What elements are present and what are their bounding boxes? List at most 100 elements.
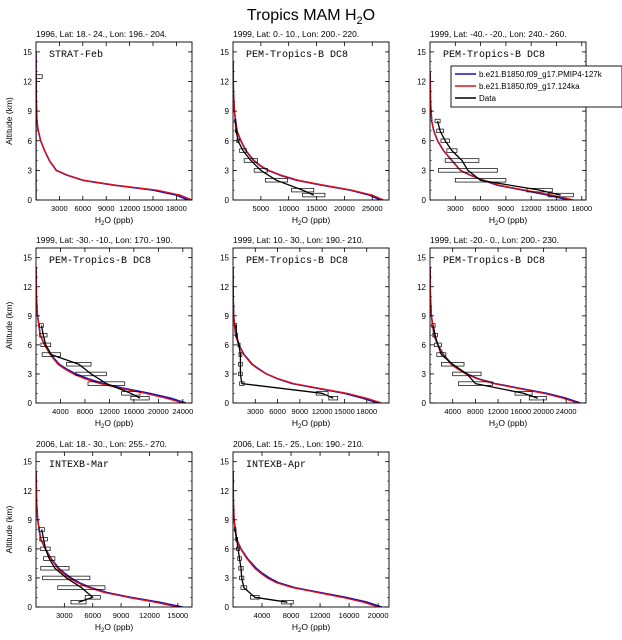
- data-error-box: [436, 352, 447, 357]
- legend-label: Data: [479, 94, 496, 103]
- x-tick-label: 25000: [362, 204, 383, 213]
- x-tick-label: 12000: [488, 407, 509, 416]
- data-error-box: [528, 396, 547, 401]
- series-line-3: [41, 529, 94, 603]
- x-tick-label: 16000: [339, 611, 360, 620]
- data-error-box: [328, 396, 339, 401]
- y-tick-label: 15: [417, 254, 426, 263]
- data-error-box: [121, 391, 141, 396]
- x-tick-label: 3000: [447, 204, 464, 213]
- series-line-2: [233, 267, 382, 403]
- legend: b.e21.B1850.f09_g17.PMIP4-127k b.e21.B185…: [450, 65, 622, 108]
- x-tick-label: 12000: [119, 204, 140, 213]
- y-axis-label: Altitude (km): [4, 505, 14, 553]
- series-line-1: [36, 267, 187, 403]
- data-error-box: [291, 187, 315, 193]
- data-error-box: [446, 148, 458, 153]
- x-tick-label: 6000: [74, 204, 91, 213]
- series-line-1: [430, 267, 581, 403]
- series-line-2: [36, 51, 192, 200]
- y-axis-label: Altitude (km): [4, 97, 14, 145]
- y-tick-label: 3: [28, 166, 33, 175]
- series-line-2: [36, 267, 183, 403]
- y-tick-label: 12: [23, 78, 32, 87]
- y-tick-label: 9: [28, 312, 33, 321]
- y-tick-label: 9: [28, 107, 33, 116]
- x-tick-label: 8000: [283, 611, 300, 620]
- panel-3: 1999, Lat: -40.- -20., Lon: 240.- 260. PE…: [417, 29, 592, 227]
- y-tick-label: 0: [28, 196, 33, 205]
- data-error-box: [70, 600, 87, 605]
- x-tick-label: 6000: [84, 611, 101, 620]
- data-error-box: [444, 158, 480, 163]
- y-tick-label: 12: [417, 283, 426, 292]
- y-tick-label: 12: [23, 487, 32, 496]
- x-tick-label: 16000: [123, 407, 144, 416]
- series-line-2: [430, 267, 578, 403]
- data-error-box: [514, 391, 533, 396]
- campaign-label: PEM-Tropics-B DC8: [443, 49, 545, 61]
- y-tick-label: 0: [225, 399, 230, 408]
- figure-title: Tropics MAM H2O: [247, 7, 375, 27]
- campaign-label: STRAT-Feb: [49, 49, 103, 61]
- x-axis-label: H2O (ppb): [292, 418, 330, 430]
- x-axis-label: H2O (ppb): [489, 215, 527, 227]
- x-tick-label: 12000: [312, 407, 333, 416]
- x-tick-label: 16000: [510, 407, 531, 416]
- plot-frame: [232, 41, 390, 201]
- x-tick-label: 20000: [148, 407, 169, 416]
- y-tick-label: 9: [422, 312, 427, 321]
- campaign-label: PEM-Tropics-B DC8: [246, 255, 348, 267]
- y-tick-label: 9: [225, 312, 230, 321]
- y-tick-label: 3: [28, 370, 33, 379]
- y-tick-label: 15: [220, 458, 229, 467]
- x-tick-label: 20000: [368, 611, 389, 620]
- x-tick-label: 6000: [472, 204, 489, 213]
- y-tick-label: 6: [225, 341, 230, 350]
- data-error-box: [452, 371, 482, 377]
- x-tick-label: 18000: [356, 407, 377, 416]
- x-axis-label: H2O (ppb): [95, 418, 133, 430]
- y-tick-label: 6: [422, 341, 427, 350]
- data-error-box: [315, 391, 329, 396]
- y-tick-label: 6: [422, 137, 427, 146]
- data-error-box: [87, 381, 126, 386]
- y-tick-label: 0: [422, 399, 427, 408]
- panel-7: 2006, Lat: 18.- 30., Lon: 255.- 270. INTE…: [4, 439, 193, 634]
- x-tick-label: 15000: [334, 407, 355, 416]
- series-line-3: [436, 120, 561, 196]
- y-tick-label: 15: [23, 254, 32, 263]
- y-tick-label: 3: [225, 574, 230, 583]
- x-axis-label: H2O (ppb): [292, 215, 330, 227]
- y-tick-label: 15: [220, 254, 229, 263]
- y-tick-label: 12: [220, 487, 229, 496]
- data-error-box: [66, 362, 92, 367]
- y-tick-label: 6: [225, 137, 230, 146]
- x-tick-label: 12000: [521, 204, 542, 213]
- x-axis-label: H2O (ppb): [95, 215, 133, 227]
- data-error-box: [440, 362, 465, 367]
- x-tick-label: 12000: [139, 611, 160, 620]
- x-tick-label: 24000: [556, 407, 577, 416]
- y-tick-label: 0: [28, 399, 33, 408]
- x-tick-label: 9000: [113, 611, 130, 620]
- y-tick-label: 15: [417, 48, 426, 57]
- series-line-3: [234, 529, 288, 603]
- panel-title: 1999, Lat: -30.- -10., Lon: 170.- 190.: [36, 235, 173, 245]
- panel-1: 1996, Lat: 18.- 24., Lon: 196.- 204. STRA…: [4, 29, 193, 227]
- plot-frame: [429, 247, 587, 404]
- series-line-3: [40, 325, 141, 399]
- x-tick-label: 10000: [278, 204, 299, 213]
- panel-5: 1999, Lat: 10.- 30., Lon: 190.- 210. PEM-…: [220, 235, 390, 430]
- y-tick-label: 3: [422, 370, 427, 379]
- data-error-box: [454, 178, 507, 183]
- y-tick-label: 9: [225, 107, 230, 116]
- x-tick-label: 8000: [467, 407, 484, 416]
- x-tick-label: 24000: [172, 407, 193, 416]
- y-tick-label: 12: [220, 283, 229, 292]
- x-tick-label: 18000: [571, 204, 592, 213]
- series-line-2: [233, 471, 379, 607]
- y-tick-label: 0: [225, 196, 230, 205]
- y-tick-label: 3: [225, 370, 230, 379]
